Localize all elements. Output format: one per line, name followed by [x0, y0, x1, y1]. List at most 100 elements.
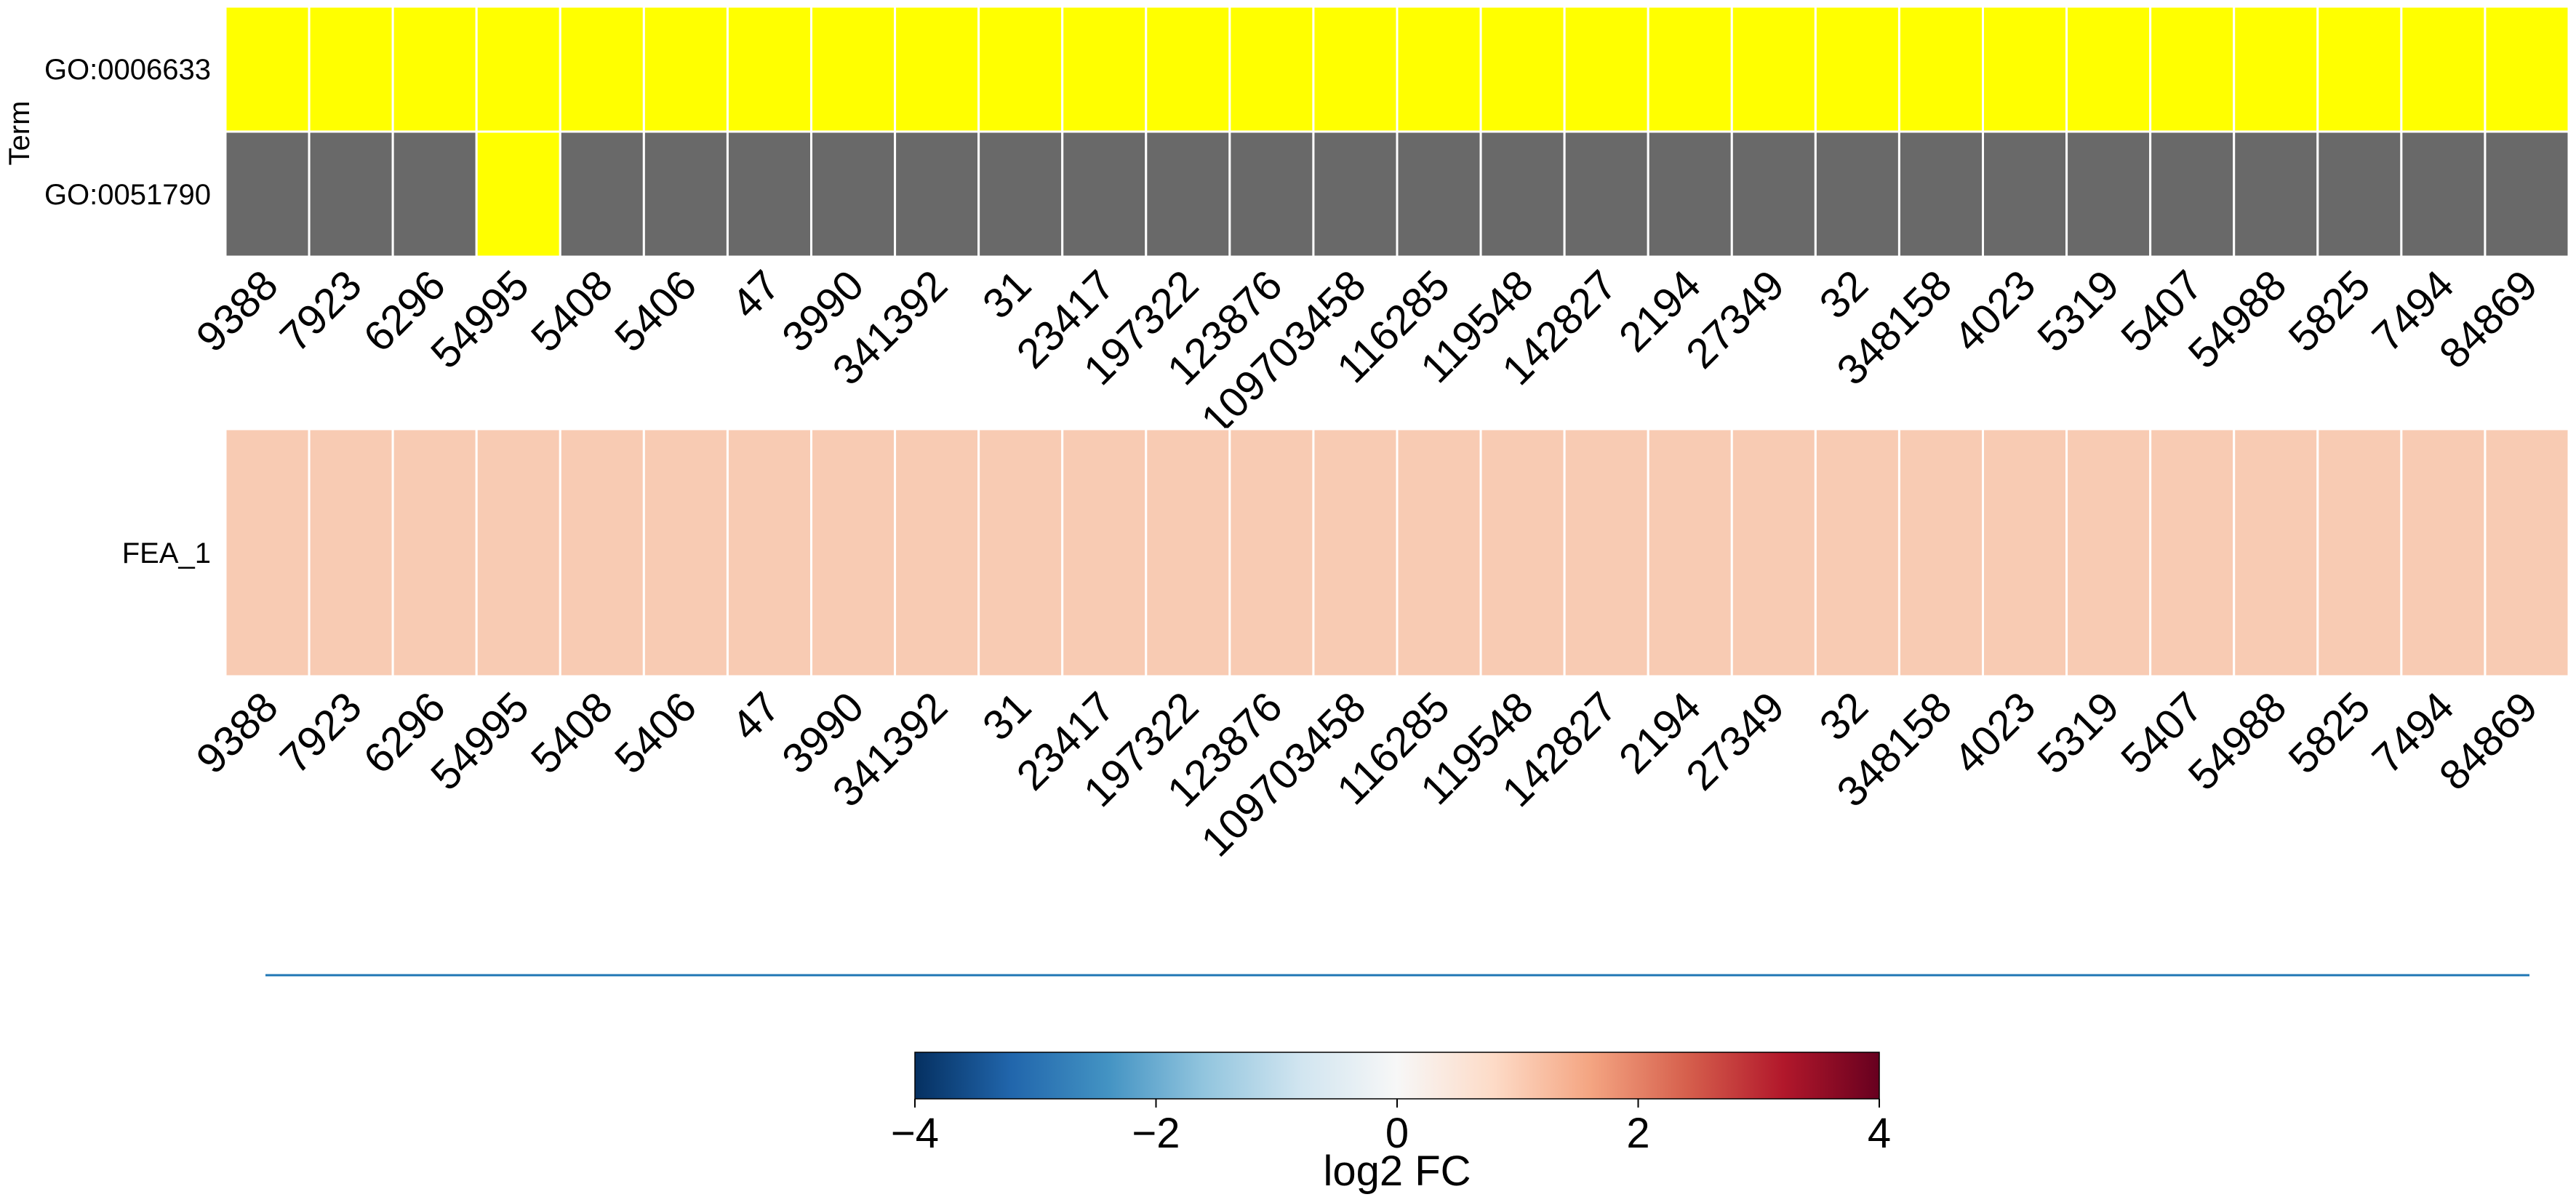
heatmap-cell	[1563, 130, 1649, 258]
heatmap-cell	[1061, 5, 1148, 133]
heatmap-cell	[224, 130, 311, 258]
column-label: 5408	[522, 683, 622, 782]
heatmap-cell	[1479, 428, 1566, 678]
heatmap-cell	[2400, 428, 2487, 678]
heatmap-cell	[2233, 130, 2319, 258]
column-label: 27349	[1677, 683, 1793, 799]
heatmap-cell	[1982, 130, 2068, 258]
heatmap-cell	[1730, 130, 1817, 258]
heatmap-cell	[894, 428, 980, 678]
column-label: 9388	[188, 683, 287, 782]
heatmap-cell	[224, 5, 311, 133]
colorbar-tick-label: −4	[891, 1110, 939, 1157]
heatmap-cell	[224, 428, 311, 678]
heatmap-cell	[1061, 130, 1148, 258]
heatmap-cell	[1814, 428, 1900, 678]
heatmap-cell	[1563, 428, 1649, 678]
heatmap-cell	[810, 5, 897, 133]
heatmap-cell	[1647, 130, 1733, 258]
heatmap-cell	[2484, 130, 2570, 258]
heatmap-cell	[1647, 5, 1733, 133]
go-term-heatmap-cells	[224, 5, 2570, 258]
column-label: 47	[723, 261, 790, 328]
row-label: GO:0051790	[44, 179, 211, 211]
colorbar-tick-label: 2	[1626, 1110, 1649, 1157]
heatmap-cell	[308, 130, 394, 258]
heatmap-cell	[1982, 5, 2068, 133]
heatmap-cell	[894, 5, 980, 133]
heatmap-cell	[308, 5, 394, 133]
heatmap-cell	[1396, 428, 1482, 678]
heatmap-cell	[2065, 428, 2152, 678]
heatmap-cell	[2233, 5, 2319, 133]
heatmap-cell	[1228, 428, 1315, 678]
heatmap-cell	[1897, 130, 1984, 258]
heatmap-cell	[977, 5, 1064, 133]
heatmap-cell	[1479, 130, 1566, 258]
fea-heatmap-cells	[224, 428, 2570, 678]
row-label: GO:0006633	[44, 54, 211, 86]
column-label: 54995	[422, 683, 538, 799]
fea-row-labels: FEA_1	[122, 537, 211, 569]
heatmap-cell	[1228, 130, 1315, 258]
heatmap-cell	[2400, 5, 2487, 133]
heatmap-cell	[1730, 428, 1817, 678]
row-label: FEA_1	[122, 537, 211, 569]
y-axis-label: Term	[4, 101, 36, 166]
heatmap-cell	[1396, 5, 1482, 133]
heatmap-cell	[1479, 5, 1566, 133]
heatmap-cell	[2149, 428, 2236, 678]
column-label: 5825	[2279, 261, 2379, 361]
heatmap-cell	[1145, 428, 1231, 678]
heatmap-cell	[2316, 5, 2403, 133]
heatmap-cell	[894, 130, 980, 258]
heatmap-cell	[810, 428, 897, 678]
heatmap-cell	[1730, 5, 1817, 133]
column-label: 7923	[271, 683, 371, 782]
colorbar-ticks: −4 −2 0 2 4	[891, 1099, 1891, 1157]
heatmap-cell	[559, 428, 645, 678]
heatmap-cell	[1396, 130, 1482, 258]
heatmap-cell	[726, 130, 813, 258]
heatmap-cell	[308, 428, 394, 678]
column-label: 5825	[2279, 683, 2379, 782]
column-label: 5406	[606, 683, 705, 782]
heatmap-cell	[2316, 428, 2403, 678]
heatmap-cell	[2316, 130, 2403, 258]
heatmap-cell	[2065, 5, 2152, 133]
column-label: 5408	[522, 261, 622, 361]
heatmap-cell	[559, 130, 645, 258]
column-label: 9388	[188, 261, 287, 361]
column-label: 84869	[2431, 261, 2547, 377]
heatmap-cell	[1814, 130, 1900, 258]
heatmap-cell	[1312, 428, 1399, 678]
column-label: 54995	[422, 261, 538, 377]
column-label: 4023	[1945, 683, 2044, 782]
heatmap-cell	[1312, 130, 1399, 258]
column-label: 31	[974, 683, 1041, 750]
column-label: 5319	[2028, 261, 2128, 361]
heatmap-cell	[2484, 428, 2570, 678]
heatmap-cell	[391, 5, 478, 133]
column-label: 31	[974, 261, 1041, 328]
heatmap-cell	[475, 428, 561, 678]
heatmap-cell	[2149, 5, 2236, 133]
column-label: 27349	[1677, 261, 1793, 377]
column-label: 54988	[2179, 261, 2295, 377]
heatmap-cell	[1061, 428, 1148, 678]
column-label: 47	[723, 683, 790, 750]
heatmap-cell	[1145, 5, 1231, 133]
heatmap-cell	[642, 130, 729, 258]
heatmap-cell	[1982, 428, 2068, 678]
heatmap-cell	[2065, 130, 2152, 258]
heatmap-cell	[2233, 428, 2319, 678]
heatmap-cell	[475, 130, 561, 258]
column-label: 5319	[2028, 683, 2128, 782]
heatmap-cell	[475, 5, 561, 133]
column-label: 5406	[606, 261, 705, 361]
